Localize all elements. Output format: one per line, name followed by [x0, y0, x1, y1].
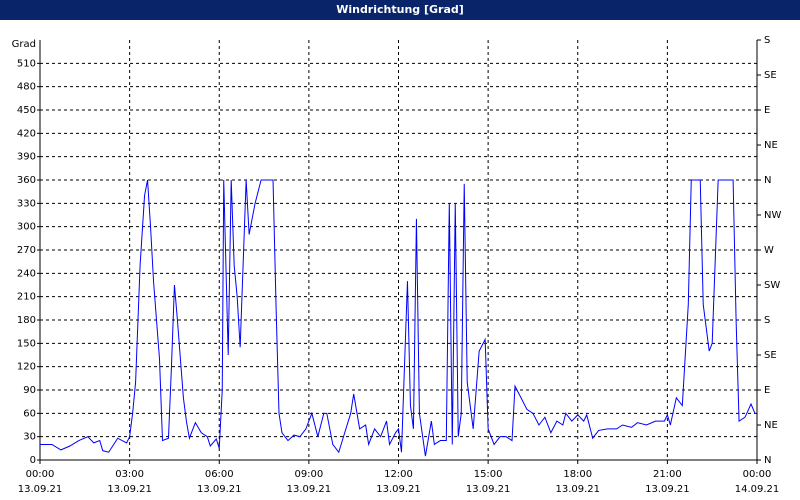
- x-tick-date: 13.09.21: [376, 484, 421, 495]
- x-tick-label: 00:00: [743, 469, 772, 480]
- y-tick-label: 150: [17, 338, 36, 349]
- y-tick-label: 270: [17, 245, 36, 256]
- y2-tick-label: NW: [764, 210, 781, 221]
- y-tick-label: 450: [17, 105, 36, 116]
- y-tick-label: 300: [17, 222, 36, 233]
- y2-tick-label: S: [764, 315, 770, 326]
- x-tick-date: 13.09.21: [645, 484, 690, 495]
- x-tick-date: 13.09.21: [287, 484, 332, 495]
- y-tick-label: 420: [17, 128, 36, 139]
- x-tick-label: 06:00: [205, 469, 234, 480]
- x-tick-date: 13.09.21: [555, 484, 600, 495]
- x-tick-label: 00:00: [26, 469, 55, 480]
- chart-title: Windrichtung [Grad]: [336, 3, 464, 16]
- data-line: [40, 179, 756, 457]
- y-tick-label: 390: [17, 152, 36, 163]
- y-tick-label: 480: [17, 82, 36, 93]
- y2-tick-label: E: [764, 105, 770, 116]
- y-tick-label: 510: [17, 58, 36, 69]
- x-tick-label: 12:00: [384, 469, 413, 480]
- y-tick-label: 120: [17, 362, 36, 373]
- y2-tick-label: NE: [764, 420, 778, 431]
- y-tick-label: 330: [17, 198, 36, 209]
- x-tick-date: 13.09.21: [18, 484, 63, 495]
- y-tick-label: 30: [23, 432, 36, 443]
- y-tick-label: 210: [17, 292, 36, 303]
- y2-tick-label: E: [764, 385, 770, 396]
- x-tick-label: 09:00: [294, 469, 323, 480]
- x-tick-label: 15:00: [474, 469, 503, 480]
- x-tick-label: 18:00: [563, 469, 592, 480]
- x-tick-date: 13.09.21: [197, 484, 242, 495]
- y2-tick-label: W: [764, 245, 774, 256]
- y2-tick-label: SW: [764, 280, 780, 291]
- y-tick-label: 360: [17, 175, 36, 186]
- y-tick-label: 240: [17, 268, 36, 279]
- y2-tick-label: N: [764, 175, 771, 186]
- y-tick-label: 0: [30, 455, 36, 466]
- y2-tick-label: NE: [764, 140, 778, 151]
- y2-tick-label: S: [764, 35, 770, 46]
- x-tick-label: 03:00: [115, 469, 144, 480]
- y2-tick-label: N: [764, 455, 771, 466]
- x-tick-date: 13.09.21: [107, 484, 152, 495]
- y-tick-label: 60: [23, 408, 36, 419]
- x-tick-date: 14.09.21: [735, 484, 780, 495]
- y-tick-label: 90: [23, 385, 36, 396]
- title-bar: [0, 0, 800, 20]
- y2-tick-label: SE: [764, 70, 777, 81]
- y2-tick-label: SE: [764, 350, 777, 361]
- x-tick-date: 13.09.21: [466, 484, 511, 495]
- x-tick-label: 21:00: [653, 469, 682, 480]
- y-axis-label: Grad: [12, 39, 36, 50]
- y-tick-label: 180: [17, 315, 36, 326]
